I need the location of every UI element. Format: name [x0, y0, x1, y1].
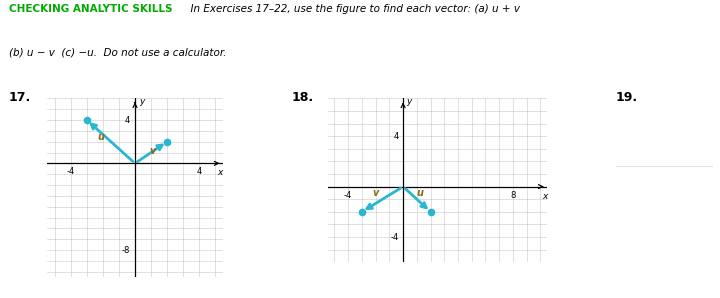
- Text: 8: 8: [510, 191, 516, 200]
- Text: y: y: [139, 97, 145, 105]
- Text: -4: -4: [344, 191, 352, 200]
- Text: v: v: [150, 146, 156, 156]
- Text: CHECKING ANALYTIC SKILLS: CHECKING ANALYTIC SKILLS: [9, 4, 172, 15]
- Text: v: v: [372, 188, 379, 198]
- Text: 4: 4: [125, 116, 130, 125]
- Text: 18.: 18.: [292, 91, 314, 104]
- Text: -8: -8: [122, 246, 130, 254]
- Text: -4: -4: [67, 167, 75, 176]
- Text: -4: -4: [391, 232, 399, 241]
- Text: 4: 4: [394, 132, 399, 141]
- Text: u: u: [416, 188, 423, 198]
- Text: x: x: [541, 192, 547, 201]
- Text: In Exercises 17–22, use the figure to find each vector: (a) u + v: In Exercises 17–22, use the figure to fi…: [184, 4, 520, 15]
- Text: (b) u − v  (c) −u.  Do not use a calculator.: (b) u − v (c) −u. Do not use a calculato…: [9, 48, 226, 58]
- Text: x: x: [217, 168, 222, 177]
- Text: y: y: [407, 97, 412, 106]
- Text: 4: 4: [197, 167, 202, 176]
- Text: 19.: 19.: [616, 91, 638, 104]
- Text: 17.: 17.: [9, 91, 31, 104]
- Text: u: u: [98, 132, 105, 142]
